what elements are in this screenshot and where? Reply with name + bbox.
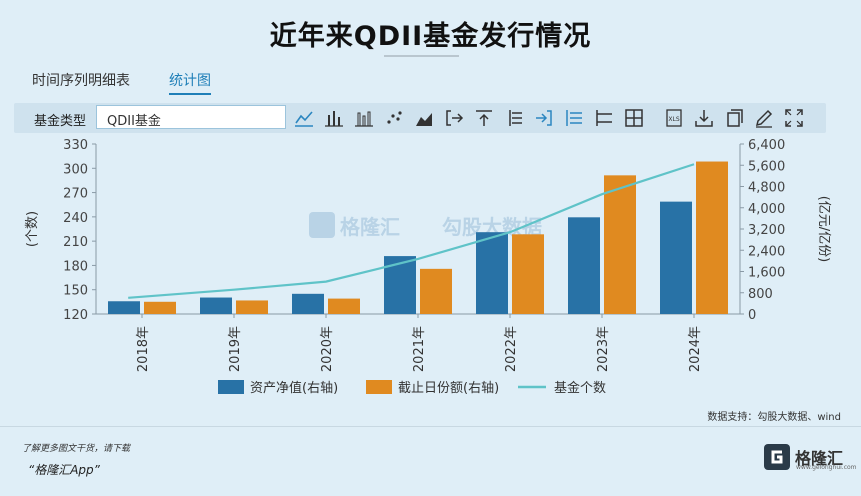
title-underline: [384, 55, 459, 57]
bar-nav-2024年: [660, 201, 692, 314]
bar-nav-2023年: [568, 217, 600, 314]
fund-type-label: 基金类型: [34, 114, 87, 129]
copy-icon[interactable]: [722, 106, 746, 130]
watermark-logo-icon: [309, 212, 335, 238]
area-chart-icon[interactable]: [412, 106, 436, 130]
x-tick-label: 2018年: [136, 326, 151, 372]
legend-label-nav: 资产净值(右轴): [250, 380, 338, 396]
y-right-tick-label: 4,000: [748, 202, 785, 217]
y-left-axis-label: (个数): [25, 211, 40, 247]
legend-label-count: 基金个数: [554, 380, 606, 396]
fund-type-input[interactable]: QDII基金: [96, 105, 286, 129]
bar-share-2024年: [696, 161, 728, 314]
page-title: 近年来QDII基金发行情况: [269, 21, 592, 52]
rows-icon[interactable]: [592, 106, 616, 130]
source-note: 数据支持：勾股大数据、wind: [707, 412, 841, 423]
x-tick-label: 2020年: [320, 326, 335, 372]
scatter-icon[interactable]: [382, 106, 406, 130]
align-icon[interactable]: [562, 106, 586, 130]
brand-logo-icon: [764, 444, 790, 470]
legend-swatch-share: [366, 380, 392, 394]
x-tick-label: 2019年: [228, 326, 243, 372]
x-tick-label: 2024年: [688, 326, 703, 372]
stacked-bar-icon[interactable]: [352, 106, 376, 130]
y-right-axis-label: (亿元/亿份): [816, 196, 831, 263]
x-tick-label: 2023年: [596, 326, 611, 372]
svg-text:XLS: XLS: [668, 116, 679, 123]
y-left-tick-label: 270: [63, 187, 88, 202]
y-right-tick-label: 5,600: [748, 159, 785, 174]
chart: 格隆汇 勾股大数据 120 150 180 210 240 270 300 330 0 800 1,60…: [0, 136, 861, 415]
x-tick-label: 2021年: [412, 326, 427, 372]
list-icon[interactable]: [502, 106, 526, 130]
y-left-tick-label: 240: [63, 211, 88, 226]
footer-app-name: “格隆汇App”: [28, 463, 100, 477]
bar-share-2020年: [328, 298, 360, 314]
x-tick-label: 2022年: [504, 326, 519, 372]
y-right-tick-label: 3,200: [748, 223, 785, 238]
bar-nav-2018年: [108, 301, 140, 314]
xls-export-icon[interactable]: XLS: [662, 106, 686, 130]
y-left-tick-label: 330: [63, 138, 88, 153]
table-icon[interactable]: [622, 106, 646, 130]
bar-nav-2021年: [384, 256, 416, 314]
bar-share-2023年: [604, 175, 636, 314]
brand-name: 格隆汇: [795, 449, 844, 468]
y-right-tick-label: 800: [748, 287, 773, 302]
footer-divider: [0, 426, 861, 427]
y-right-tick-label: 4,800: [748, 181, 785, 196]
tab-chart[interactable]: 统计图: [169, 70, 211, 95]
toolbar: 基金类型 QDII基金 XLS: [14, 103, 826, 133]
watermark-brand: 格隆汇: [340, 215, 400, 239]
brand-logo[interactable]: 格隆汇 www.gelonghui.com: [763, 443, 857, 473]
tab-detail-table[interactable]: 时间序列明细表: [32, 73, 130, 89]
bar-chart-icon[interactable]: [322, 106, 346, 130]
y-left-tick-label: 210: [63, 235, 88, 250]
import-icon[interactable]: [532, 106, 556, 130]
y-right-tick-label: 6,400: [748, 138, 785, 153]
bar-nav-2019年: [200, 297, 232, 314]
y-left-tick-label: 300: [63, 162, 88, 177]
edit-icon[interactable]: [752, 106, 776, 130]
y-right-tick-label: 2,400: [748, 244, 785, 259]
bar-share-2019年: [236, 300, 268, 314]
bar-share-2022年: [512, 234, 544, 314]
export-icon[interactable]: [442, 106, 466, 130]
bar-share-2021年: [420, 268, 452, 314]
y-left-tick-label: 180: [63, 259, 88, 274]
download-icon[interactable]: [692, 106, 716, 130]
upload-icon[interactable]: [472, 106, 496, 130]
chart-svg: 格隆汇 勾股大数据12015018021024027030033008001,60…: [25, 138, 831, 396]
footer-note: 了解更多图文干货，请下载: [22, 444, 131, 454]
line-chart-icon[interactable]: [292, 106, 316, 130]
legend-label-share: 截止日份额(右轴): [398, 381, 499, 396]
brand-url: www.gelonghui.com: [796, 464, 857, 471]
bar-nav-2020年: [292, 293, 324, 314]
bar-nav-2022年: [476, 232, 508, 314]
legend-swatch-nav: [218, 380, 244, 394]
fullscreen-icon[interactable]: [782, 106, 806, 130]
bar-share-2018年: [144, 301, 176, 314]
y-right-tick-label: 1,600: [748, 266, 785, 281]
y-left-tick-label: 120: [63, 308, 88, 323]
y-right-tick-label: 0: [748, 308, 756, 323]
y-left-tick-label: 150: [63, 284, 88, 299]
